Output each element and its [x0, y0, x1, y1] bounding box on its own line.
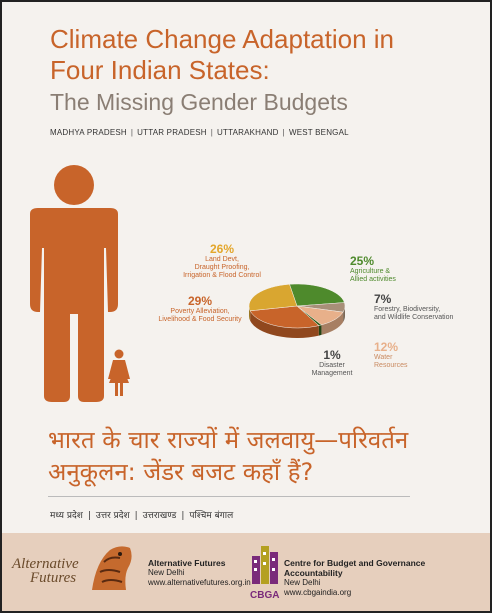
pct-agriculture: 25%	[350, 254, 375, 268]
label-line: Management	[311, 370, 353, 377]
label-line: Disaster	[319, 362, 345, 369]
state-west-bengal: WEST BENGAL	[288, 128, 349, 137]
man-figure-icon	[30, 165, 118, 402]
states-list: MADHYA PRADESH | UTTAR PRADESH | UTTARAKHAND…	[50, 128, 349, 137]
cbga-logo-text: CBGA	[250, 590, 280, 601]
label-line: Resources	[374, 362, 408, 369]
state-uttar-pradesh: UTTAR PRADESH	[137, 128, 207, 137]
pie-slice-side	[343, 306, 345, 323]
alternative-futures-info: Alternative Futures New Delhi www.altern…	[148, 558, 258, 588]
pct-water: 12%	[374, 340, 399, 354]
hindi-title: भारत के चार राज्यों में जलवायु—परिवर्तन …	[48, 424, 478, 488]
alternative-futures-logo: Alternative Futures	[12, 556, 79, 586]
label-line: Agriculture &	[350, 268, 391, 275]
hindi-states-list: मध्य प्रदेश | उत्तर प्रदेश | उत्तराखण्ड | पश्च…	[50, 508, 233, 521]
hindi-state-2: उत्तर प्रदेश	[95, 511, 130, 521]
label-forestry: 7% Forestry, Biodiversity, and Wildlife …	[374, 292, 484, 322]
label-line: and Wildlife Conservation	[374, 314, 454, 321]
separator: |	[181, 511, 185, 521]
pct-poverty: 29%	[187, 294, 213, 308]
label-line: Irrigation & Flood Control	[183, 272, 261, 279]
pie-slice-side	[318, 324, 322, 336]
label-land-development: 26% Land Devt, Draught Proofing, Irrigat…	[182, 242, 262, 280]
pct-forestry: 7%	[374, 292, 392, 306]
label-line: Land Devt,	[205, 256, 239, 263]
title-line-1: Climate Change Adaptation in	[50, 24, 395, 54]
title-line-2: Four Indian States:	[50, 55, 270, 85]
separator: |	[87, 511, 91, 521]
label-line: Allied activities	[350, 276, 396, 283]
label-line: Forestry, Biodiversity,	[374, 306, 441, 313]
pie-slice	[249, 305, 320, 329]
footer	[2, 533, 490, 611]
org-city: New Delhi	[284, 578, 321, 587]
label-water: 12% Water Resources	[374, 340, 434, 370]
cbga-logo-icon	[252, 546, 278, 584]
pie-slice	[248, 284, 298, 312]
org-name: Centre for Budget and Governance Account…	[284, 558, 426, 578]
label-disaster: 1% Disaster Management	[302, 348, 362, 378]
tiger-emblem-icon	[92, 546, 132, 590]
org-url[interactable]: www.cbgaindia.org	[284, 588, 352, 597]
label-line: Poverty Alleviation,	[170, 308, 230, 315]
org-city: New Delhi	[148, 568, 185, 577]
separator: |	[130, 128, 134, 137]
separator: |	[282, 128, 285, 137]
hindi-title-line-2: अनुकूलन: जेंडर बजट कहाँ हैं?	[48, 458, 314, 486]
logo-line-2: Futures	[30, 570, 77, 586]
hindi-title-line-1: भारत के चार राज्यों में जलवायु—परिवर्तन	[48, 426, 409, 454]
hindi-state-4: पश्चिम बंगाल	[189, 511, 234, 521]
pie-slice-side	[250, 310, 319, 338]
org-url[interactable]: www.alternativefutures.org.in	[148, 578, 251, 587]
label-poverty: 29% Poverty Alleviation, Livelihood & Fo…	[152, 294, 248, 324]
hindi-state-1: मध्य प्रदेश	[50, 511, 83, 521]
org-name: Alternative Futures	[148, 558, 226, 568]
separator: |	[134, 511, 138, 521]
state-uttarakhand: UTTARAKHAND	[217, 128, 279, 137]
pie-slice-side	[249, 306, 251, 321]
hindi-state-3: उत्तराखण्ड	[142, 511, 177, 521]
state-madhya-pradesh: MADHYA PRADESH	[50, 128, 127, 137]
label-line: Livelihood & Food Security	[158, 316, 242, 323]
pie-slice	[289, 283, 345, 307]
woman-figure-icon	[108, 349, 130, 396]
label-line: Water	[374, 354, 393, 361]
cbga-info: Centre for Budget and Governance Account…	[284, 558, 484, 598]
logo-line-1: Alternative	[12, 556, 79, 572]
separator: |	[210, 128, 214, 137]
pct-land-development: 26%	[209, 242, 235, 256]
page-title: Climate Change Adaptation in Four Indian…	[50, 24, 470, 86]
divider	[48, 496, 410, 497]
label-agriculture: 25% Agriculture & Allied activities	[350, 254, 430, 284]
pct-disaster: 1%	[323, 348, 341, 362]
page-subtitle: The Missing Gender Budgets	[50, 89, 348, 115]
label-line: Draught Proofing,	[194, 264, 250, 271]
pie-chart	[248, 283, 346, 338]
